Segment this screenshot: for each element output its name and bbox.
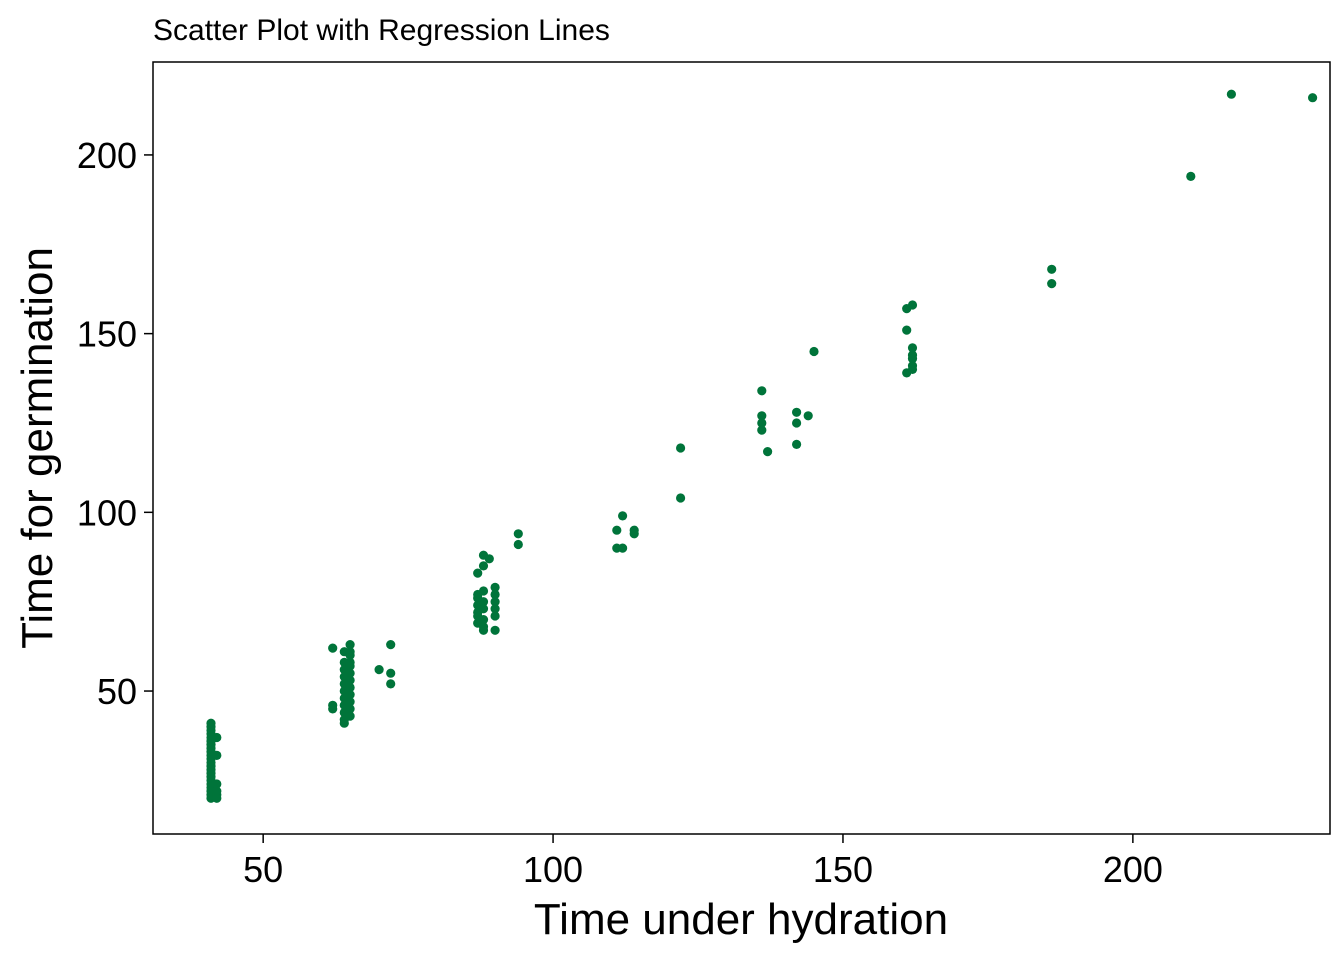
- data-point: [907, 343, 918, 353]
- data-point: [345, 668, 355, 678]
- data-point: [478, 625, 489, 635]
- y-tick-label: 100: [77, 492, 137, 533]
- data-point: [792, 407, 802, 417]
- data-point: [763, 447, 773, 457]
- y-tick-label: 200: [77, 135, 137, 176]
- data-point: [484, 554, 494, 564]
- data-point: [374, 665, 384, 675]
- data-point: [803, 411, 813, 421]
- data-point: [345, 661, 355, 671]
- x-axis-title: Time under hydration: [534, 895, 948, 944]
- x-axis: 50 100 150 200: [243, 834, 1163, 890]
- data-point: [345, 682, 355, 693]
- data-point: [629, 529, 639, 539]
- y-tick-label: 50: [97, 671, 137, 712]
- data-point: [809, 346, 819, 357]
- x-tick-label: 50: [243, 849, 283, 890]
- data-point: [478, 561, 489, 571]
- data-point: [490, 589, 500, 600]
- data-point: [757, 411, 767, 421]
- data-point: [618, 543, 628, 553]
- data-point: [386, 668, 396, 678]
- data-point: [757, 425, 767, 435]
- data-point: [907, 364, 918, 374]
- data-point: [490, 625, 500, 635]
- data-point: [345, 675, 355, 685]
- data-point: [212, 793, 222, 803]
- data-point: [345, 704, 355, 714]
- data-point: [792, 418, 802, 428]
- data-point: [212, 750, 222, 761]
- data-point: [473, 568, 483, 578]
- x-tick-label: 150: [813, 849, 873, 890]
- data-point: [478, 586, 489, 596]
- data-point: [513, 529, 523, 539]
- data-point: [212, 779, 222, 789]
- data-point: [345, 711, 355, 721]
- data-point: [907, 300, 918, 310]
- data-point: [490, 582, 500, 593]
- data-point: [676, 443, 686, 453]
- data-point: [490, 611, 500, 621]
- data-point: [757, 418, 767, 428]
- data-point: [345, 690, 355, 700]
- data-point: [345, 640, 355, 650]
- data-point: [478, 615, 489, 625]
- data-point: [1226, 89, 1236, 99]
- x-tick-label: 200: [1103, 849, 1163, 890]
- data-point: [676, 493, 686, 503]
- data-point: [328, 643, 338, 653]
- data-point: [612, 525, 622, 535]
- data-point: [345, 697, 355, 707]
- data-point: [513, 539, 523, 550]
- data-point: [1186, 171, 1196, 181]
- data-point: [792, 439, 802, 449]
- scatter-points: [206, 89, 1318, 803]
- data-point: [1047, 264, 1057, 274]
- plot-panel-border: [152, 61, 1331, 835]
- data-point: [618, 511, 628, 521]
- y-axis: 50 100 150 200: [77, 135, 153, 712]
- data-point: [490, 604, 500, 614]
- y-axis-title: Time for germination: [13, 247, 62, 649]
- data-point: [339, 718, 349, 728]
- data-point: [1308, 93, 1318, 103]
- data-point: [345, 650, 355, 660]
- data-point: [907, 354, 918, 364]
- data-point: [478, 597, 489, 607]
- chart-title: Scatter Plot with Regression Lines: [153, 14, 610, 47]
- data-point: [1047, 279, 1057, 289]
- y-tick-label: 150: [77, 314, 137, 355]
- data-point: [386, 640, 396, 650]
- data-point: [490, 597, 500, 607]
- data-point: [478, 604, 489, 614]
- data-point: [902, 325, 912, 335]
- data-point: [386, 679, 396, 689]
- x-tick-label: 100: [523, 849, 583, 890]
- data-point: [212, 732, 222, 743]
- data-point: [328, 704, 338, 714]
- data-point: [757, 386, 767, 396]
